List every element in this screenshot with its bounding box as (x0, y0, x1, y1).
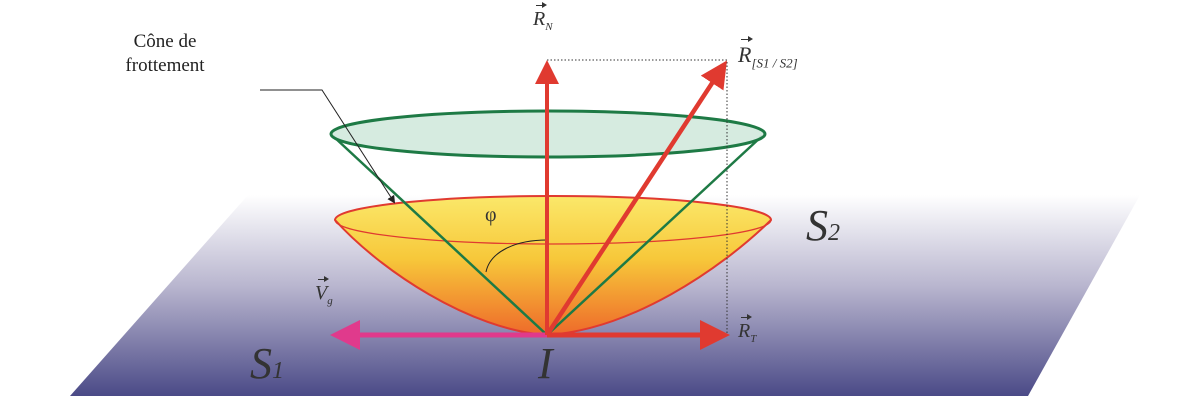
tangential-force-label: RT (738, 314, 757, 345)
cone-generatrix-left (332, 135, 548, 336)
resultant-force-arrow (545, 60, 727, 337)
sliding-velocity-label: Vg (315, 276, 333, 307)
cone-label: Cône de frottement (95, 30, 235, 78)
bowl-rim-front (334, 219, 772, 245)
normal-force-label: RN (533, 2, 553, 33)
solid-s1-label: S1 (250, 339, 284, 388)
angle-phi-label: φ (485, 204, 497, 226)
projection-lines (547, 59, 728, 335)
cone-label-line1: Cône de (133, 31, 197, 52)
resultant-force-label: R[S1 / S2] (738, 36, 798, 71)
angle-phi-arc (485, 239, 548, 273)
contact-point-label: I (538, 339, 553, 388)
cone-label-leader (260, 89, 396, 204)
cone-label-line2: frottement (125, 55, 205, 76)
cone-generatrix-right (546, 135, 763, 336)
solid-s2-label: S2 (806, 201, 840, 250)
